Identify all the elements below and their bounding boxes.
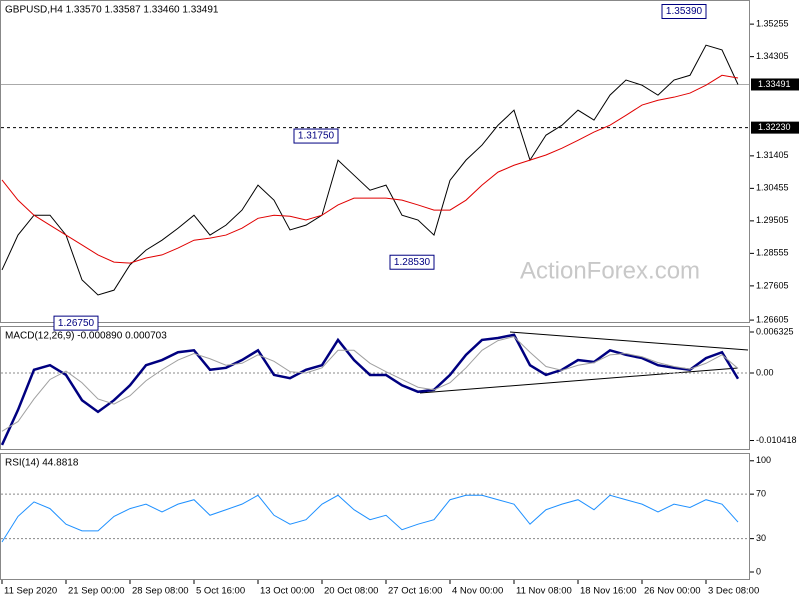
series-line [1,494,739,543]
x-tick-label: 4 Nov 00:00 [452,586,503,597]
annotation-box [389,254,435,270]
annotation-label: 1.28530 [394,257,431,268]
series-line [1,74,739,264]
y-tick-label: 70 [756,489,766,499]
y-tick-label: 1.28555 [756,248,789,258]
x-tick-label: 13 Oct 00:00 [260,586,314,597]
annotation-box [53,315,99,331]
price-panel [0,0,750,323]
panel-title: GBPUSD,H4 1.33570 1.33587 1.33460 1.3349… [5,5,219,16]
annotation-label: 1.35390 [666,6,703,17]
y-tick-label: -0.010418 [756,435,797,445]
macd-panel [0,326,750,450]
series-line [1,44,739,296]
y-tick-label: 1.27605 [756,280,789,290]
y-tick-label: 1.31405 [756,150,789,160]
level-label: 1.32230 [758,122,791,132]
y-tick-label: 1.30455 [756,183,789,193]
x-tick-label: 27 Oct 16:00 [388,586,442,597]
annotation-label: 1.31750 [298,131,335,142]
price-label: 1.33491 [758,79,791,89]
price-box [751,78,799,91]
x-tick-label: 3 Dec 08:00 [708,586,759,597]
y-tick-label: 0 [756,566,761,576]
x-tick-label: 11 Nov 08:00 [516,586,572,597]
annotation-box [661,4,707,20]
x-tick-label: 26 Nov 00:00 [644,586,701,597]
x-tick-label: 5 Oct 16:00 [196,586,245,597]
trend-line [509,331,749,351]
x-tick-label: 28 Sep 08:00 [132,586,189,597]
series-line [1,336,739,432]
y-tick-label: 0.006325 [756,326,794,336]
y-tick-label: 100 [756,455,771,465]
y-tick-label: 1.26605 [756,314,789,324]
y-tick-label: 1.29505 [756,215,789,225]
panel-title: MACD(12,26,9) -0.000890 0.000703 [5,331,167,342]
x-tick-label: 20 Oct 08:00 [324,586,378,597]
trend-line [419,367,739,394]
series-line [0,333,740,446]
y-tick-label: 30 [756,533,766,543]
x-tick-label: 11 Sep 2020 [4,586,57,597]
y-tick-label: 1.34305 [756,51,789,61]
annotation-label: 1.26750 [58,318,95,329]
y-tick-label: 0.00 [756,367,774,377]
watermark: ActionForex.com [520,257,700,284]
level-box [751,121,799,134]
annotation-box [293,128,339,144]
rsi-panel [0,453,750,580]
x-tick-label: 18 Nov 16:00 [580,586,637,597]
panel-title: RSI(14) 44.8818 [5,458,79,469]
x-tick-label: 21 Sep 00:00 [68,586,125,597]
y-tick-label: 1.35255 [756,18,789,28]
